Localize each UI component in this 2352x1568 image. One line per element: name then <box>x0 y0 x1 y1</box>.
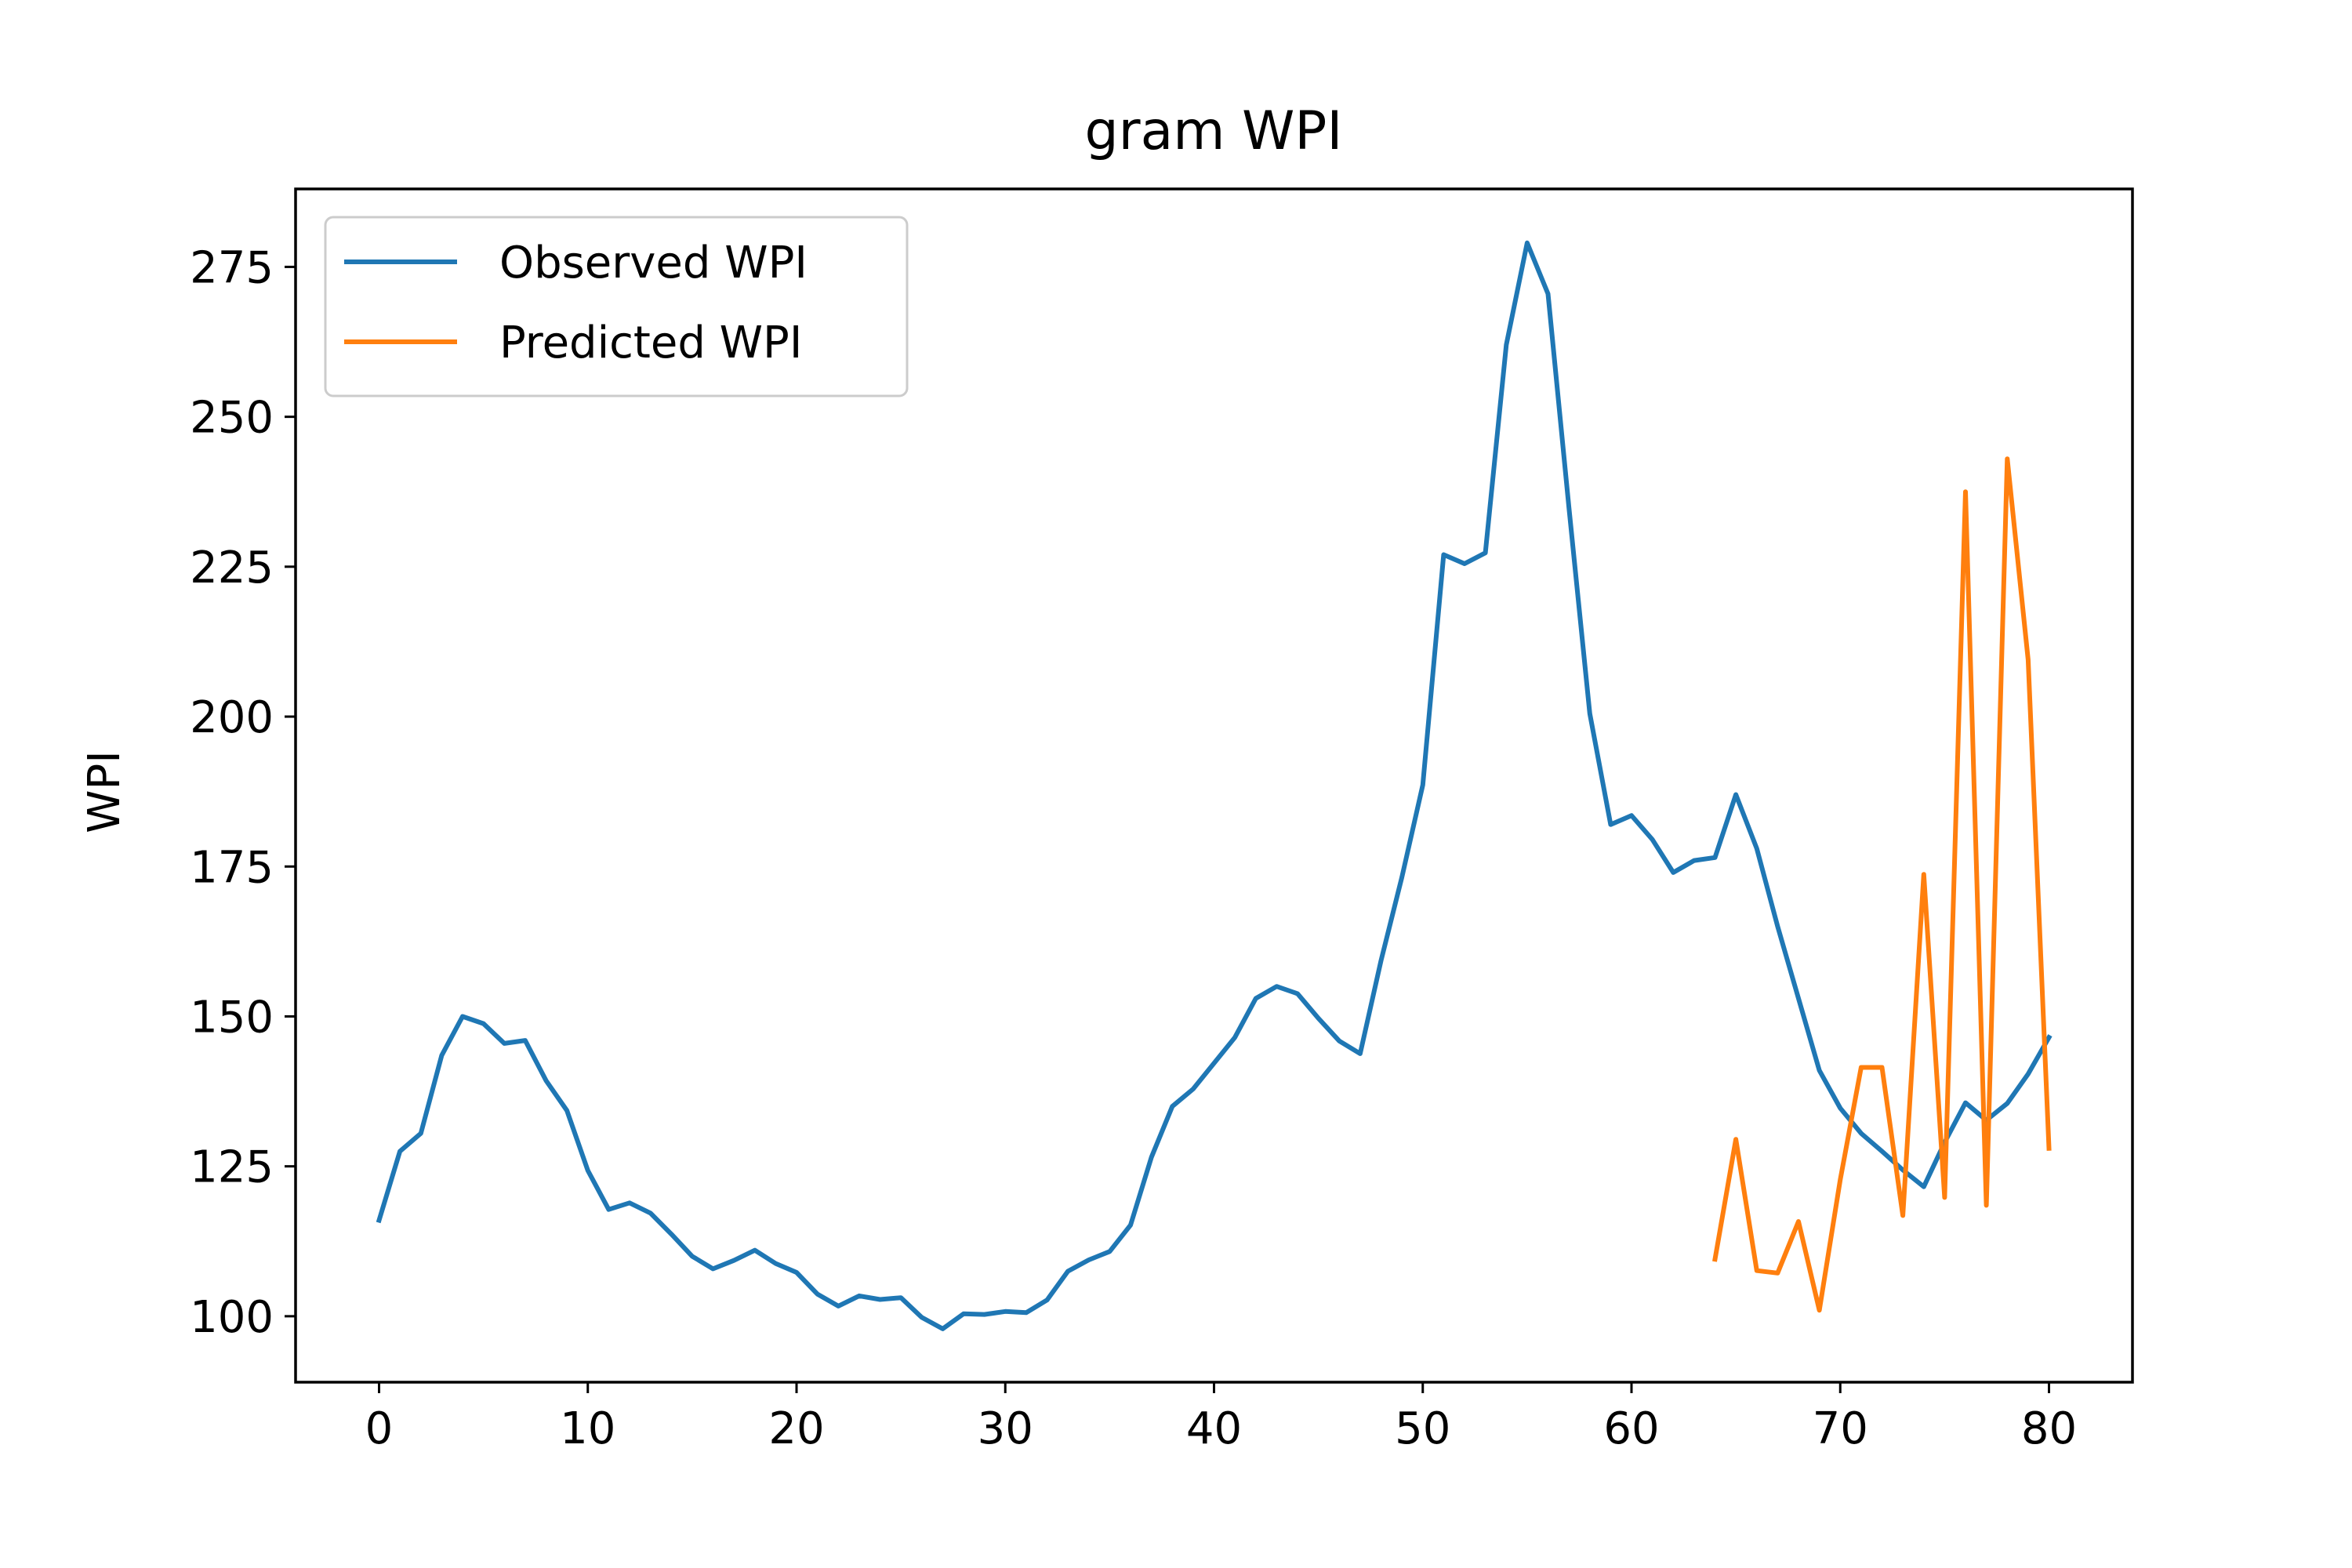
series-line-predicted-wpi <box>1712 456 2052 1313</box>
x-tick-label: 50 <box>1395 1403 1450 1454</box>
y-tick-label: 100 <box>190 1292 274 1343</box>
legend-box <box>324 216 909 397</box>
legend-label-observed-wpi: Observed WPI <box>499 238 808 289</box>
plot-area <box>376 240 2053 1331</box>
x-tick-label: 0 <box>365 1403 394 1454</box>
legend-label-predicted-wpi: Predicted WPI <box>499 318 802 368</box>
chart-title: gram WPI <box>1085 100 1343 162</box>
series-line-observed-wpi <box>376 240 2053 1331</box>
y-tick-label: 225 <box>190 543 274 593</box>
y-tick-label: 150 <box>190 992 274 1043</box>
y-tick-label: 250 <box>190 393 274 444</box>
y-tick-label: 275 <box>190 242 274 293</box>
y-tick-label: 125 <box>190 1142 274 1193</box>
x-tick-label: 80 <box>2021 1403 2077 1454</box>
x-tick-label: 60 <box>1603 1403 1659 1454</box>
legend: Observed WPI Predicted WPI <box>324 216 909 397</box>
x-tick-label: 10 <box>560 1403 615 1454</box>
x-tick-label: 30 <box>978 1403 1033 1454</box>
y-axis-label: WPI <box>79 750 130 833</box>
y-tick-label: 200 <box>190 692 274 743</box>
y-tick-label: 175 <box>190 842 274 893</box>
x-tick-label: 20 <box>768 1403 824 1454</box>
x-tick-label: 40 <box>1186 1403 1242 1454</box>
x-tick-label: 70 <box>1813 1403 1868 1454</box>
